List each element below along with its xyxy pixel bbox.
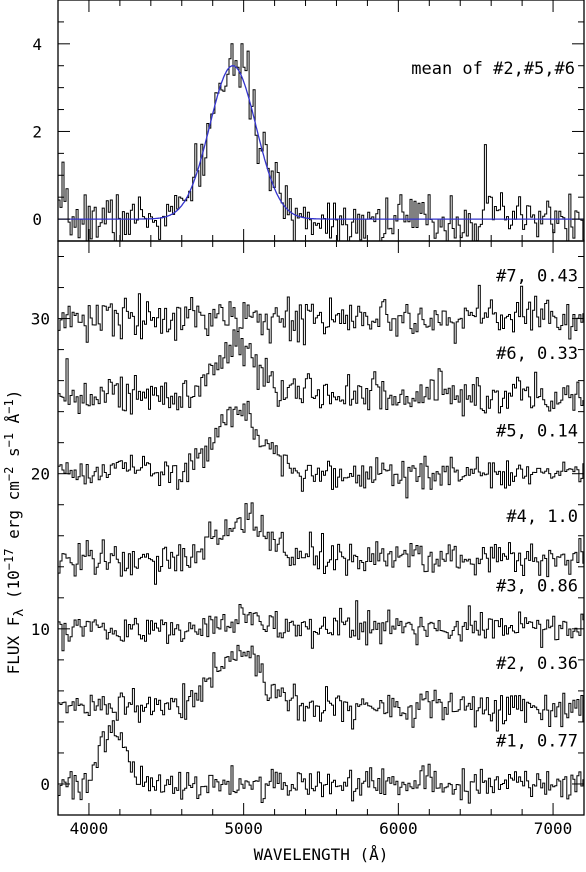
series-label: #6, 0.33 xyxy=(496,344,578,364)
bottom-y-tick-label: 20 xyxy=(31,465,50,484)
series-label: #5, 0.14 xyxy=(496,421,578,441)
series-label: #2, 0.36 xyxy=(496,654,578,674)
bottom-x-tick-labels: 4000 5000 6000 7000 xyxy=(70,819,573,838)
y-axis-title-exp2: −2 xyxy=(2,467,16,481)
series-label: #4, 1.0 xyxy=(506,507,578,527)
y-axis-title: FLUX Fλ (10−17 erg cm−2 s−1 Å−1) xyxy=(2,390,27,675)
bottom-traces xyxy=(58,284,584,804)
spectrum-trace xyxy=(58,720,584,804)
series-label: #3, 0.86 xyxy=(496,577,578,597)
spectrum-trace xyxy=(58,600,584,652)
top-y-tick-labels: 0 2 4 xyxy=(32,35,42,229)
spectrum-trace xyxy=(58,329,584,417)
top-panel-annotation: mean of #2,#5,#6 xyxy=(411,59,575,79)
y-axis-title-exp1: −17 xyxy=(2,549,16,571)
series-label: #7, 0.43 xyxy=(496,266,578,286)
y-axis-title-flux: FLUX F xyxy=(4,617,23,675)
mean-spectrum-trace xyxy=(58,43,584,241)
bottom-x-tick-label: 6000 xyxy=(379,819,418,838)
y-axis-title-exp3: −1 xyxy=(2,433,16,447)
top-ticks xyxy=(57,0,585,242)
top-traces xyxy=(58,43,584,241)
top-panel-frame xyxy=(57,0,585,242)
y-axis-title-close: ) xyxy=(4,390,23,400)
bottom-x-tick-label: 4000 xyxy=(70,819,109,838)
gaussian-fit-curve xyxy=(58,65,584,220)
series-label: #1, 0.77 xyxy=(496,732,578,752)
bottom-x-tick-label: 7000 xyxy=(534,819,573,838)
bottom-y-tick-label: 10 xyxy=(31,620,50,639)
spectrum-trace xyxy=(58,400,584,499)
y-axis-title-erg-cm: erg cm xyxy=(4,481,23,548)
bottom-y-tick-label: 0 xyxy=(40,775,50,794)
bottom-panel: 0 10 20 30 4000 5000 6000 7000 #1, 0.77 #2, 0.3… xyxy=(31,240,585,838)
spectrum-trace xyxy=(58,284,584,346)
bottom-y-tick-labels: 0 10 20 30 xyxy=(31,310,50,794)
bottom-panel-frame xyxy=(57,240,585,816)
y-axis-title-lambda: λ xyxy=(12,609,27,617)
y-axis-title-exp4: −1 xyxy=(2,399,16,413)
x-axis-title: WAVELENGTH (Å) xyxy=(254,845,389,864)
top-y-tick-label: 2 xyxy=(32,122,42,141)
top-y-tick-label: 0 xyxy=(32,210,42,229)
y-axis-title-units-open: (10 xyxy=(4,570,23,609)
y-axis-title-s: s xyxy=(4,447,23,466)
spectrum-trace xyxy=(58,644,584,732)
top-panel: 0 2 4 mean of #2,#5,#6 xyxy=(32,0,585,242)
spectrum-trace xyxy=(58,502,584,585)
y-axis-title-angstrom: Å xyxy=(4,413,23,433)
bottom-x-tick-label: 5000 xyxy=(224,819,263,838)
bottom-y-tick-label: 30 xyxy=(31,310,50,329)
top-y-tick-label: 4 xyxy=(32,35,42,54)
series-labels: #1, 0.77 #2, 0.36 #3, 0.86 #4, 1.0 #5, 0.14 #… xyxy=(496,266,578,751)
